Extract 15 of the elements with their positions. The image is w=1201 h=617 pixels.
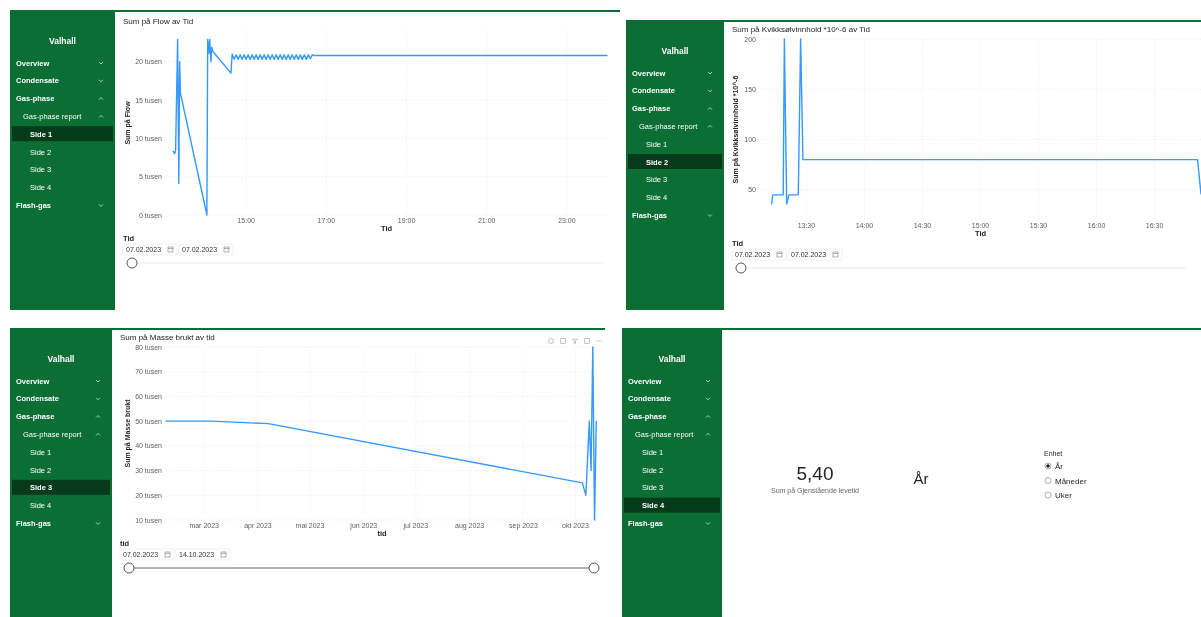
line-series — [770, 38, 1201, 205]
chart-title: Sum på Flow av Tid — [123, 17, 194, 26]
text: 5,40 — [796, 463, 834, 484]
text: Måneder — [1055, 476, 1087, 486]
chart-title: Sum på Masse brukt av tid — [120, 333, 215, 342]
line-series — [165, 346, 597, 521]
text: Uker — [1055, 491, 1073, 500]
line-series — [172, 38, 608, 216]
text: År — [1055, 462, 1064, 471]
text: Valhall — [47, 354, 75, 364]
text: Valhall — [658, 354, 686, 364]
text: År — [913, 470, 929, 487]
chart-title: Sum på Kvikksølvinnhold *10^-6 av Tid — [732, 25, 871, 34]
text: Valhall — [661, 46, 689, 56]
text: Valhall — [49, 36, 76, 46]
